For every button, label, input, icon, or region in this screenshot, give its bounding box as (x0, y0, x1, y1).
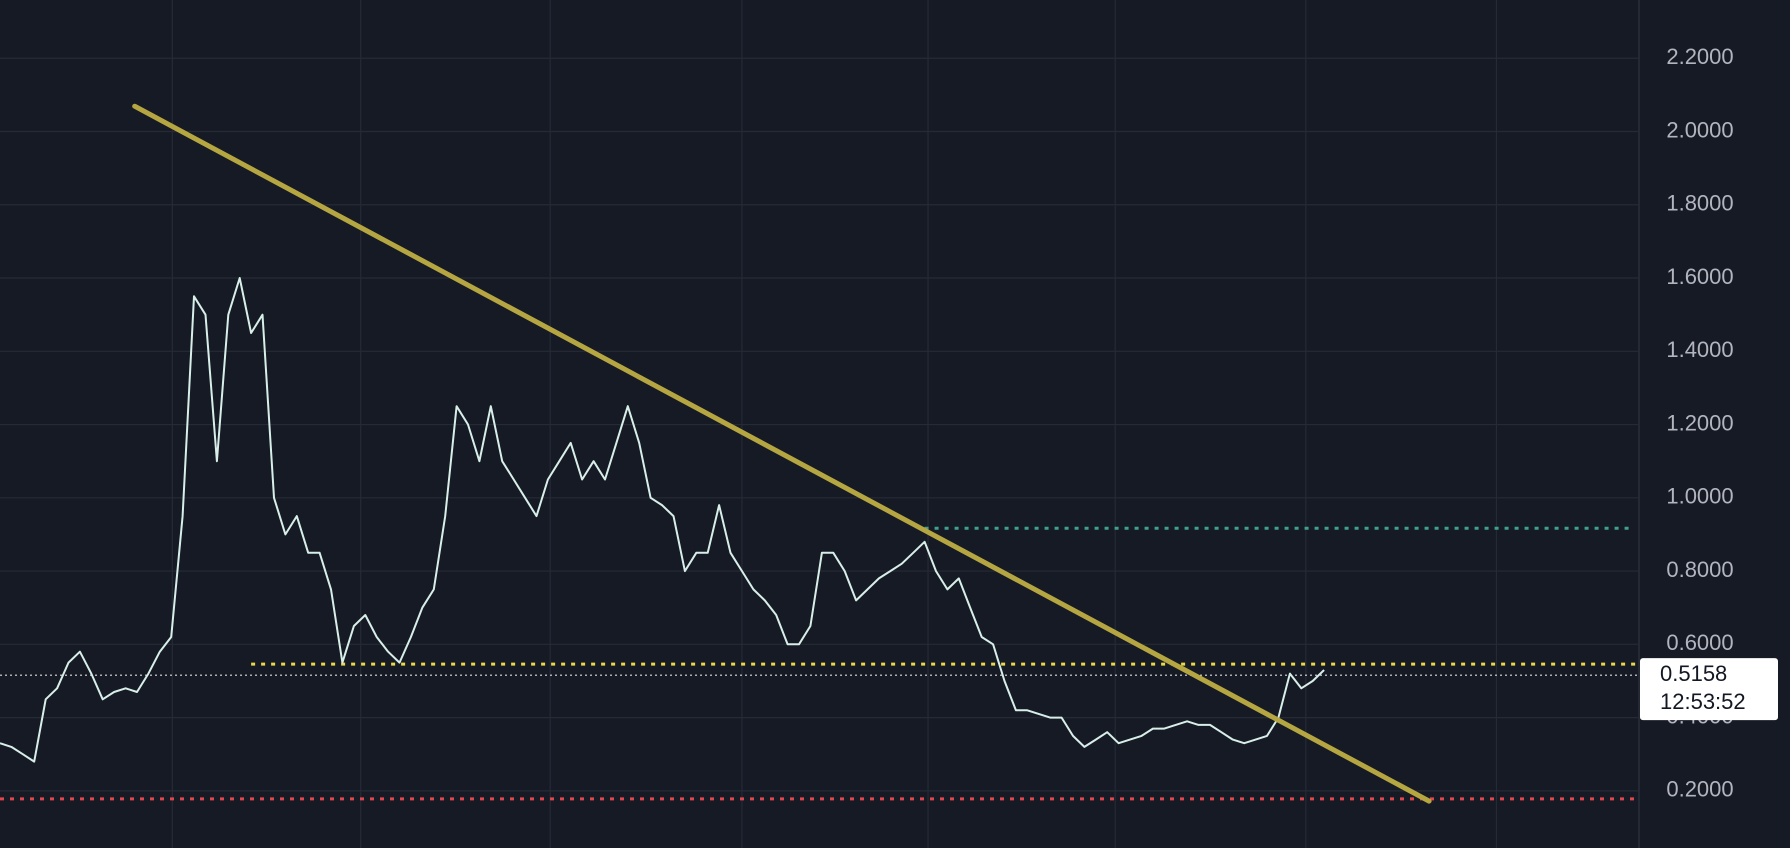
y-tick-label: 0.6000 (1666, 630, 1733, 655)
y-tick-label: 1.2000 (1666, 410, 1733, 435)
y-tick-label: 0.2000 (1666, 777, 1733, 802)
y-tick-label: 1.0000 (1666, 484, 1733, 509)
countdown-label: 12:53:52 (1660, 689, 1746, 714)
y-tick-label: 2.0000 (1666, 117, 1733, 142)
price-line (0, 277, 1325, 763)
y-tick-label: 2.2000 (1666, 44, 1733, 69)
trend-line (132, 103, 1432, 804)
price-label-box (1640, 658, 1778, 721)
y-tick-label: 1.6000 (1666, 264, 1733, 289)
y-tick-label: 1.4000 (1666, 337, 1733, 362)
y-tick-label: 1.8000 (1666, 191, 1733, 216)
y-tick-label: 0.8000 (1666, 557, 1733, 582)
price-label: 0.5158 (1660, 661, 1727, 686)
